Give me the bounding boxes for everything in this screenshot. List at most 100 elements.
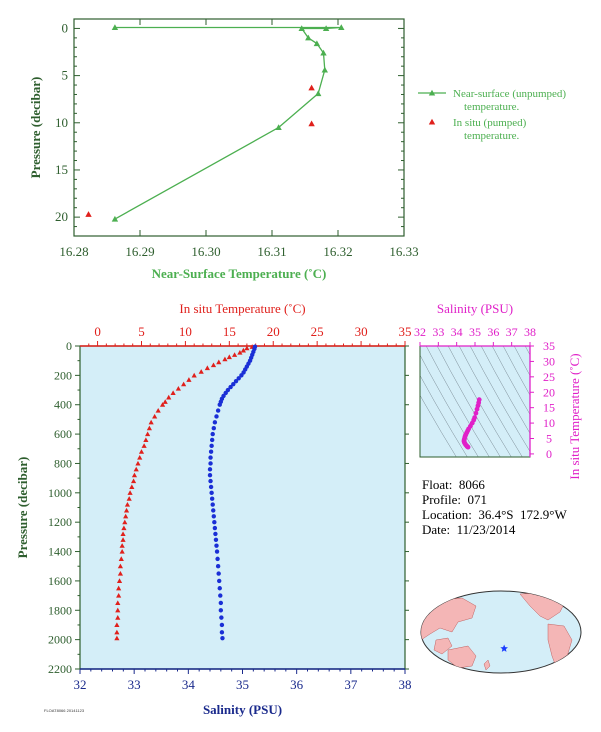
salinity-point [219,630,225,635]
near-surface-plot-frame [73,18,405,237]
temperature-point [166,394,172,400]
pressure-tick-label: 1400 [48,545,72,559]
density-contour [458,346,523,457]
ts-salinity-tick-label: 36 [487,325,499,339]
salinity-point [208,461,213,466]
temperature-point [141,443,147,448]
temperature-tick-label: 35 [399,324,412,339]
temperature-point [133,466,139,472]
unpumped-temperature-point [313,40,321,47]
temperature-point [115,600,121,606]
temperature-point [137,454,143,460]
salinity-point [214,543,219,548]
temperature-tick-label: 0 [94,324,101,339]
density-contour [425,346,490,457]
float-id: Float: 8066 [422,477,485,492]
y-tick-label: 0 [62,20,69,35]
ts-salinity-tick-label: 38 [524,325,536,339]
salinity-point [219,615,224,620]
temperature-point [237,350,243,355]
ts-point [473,410,479,416]
legend-pumped-label: In situ (pumped) [453,117,527,129]
unpumped-temperature-point [338,24,345,31]
temperature-tick-label: 30 [355,324,368,339]
legend-pumped-label-2: temperature. [464,130,520,142]
unpumped-temperature-point [320,49,327,56]
salinity-point [216,571,221,576]
salinity-tick-label: 34 [182,677,196,692]
temperature-point [123,507,130,513]
salinity-point [210,431,215,437]
pumped-temperature-point [308,84,315,91]
location-map [420,590,582,674]
salinity-point [218,608,224,613]
ts-temperature-axis-label: In situ Temperature (˚C) [567,353,582,479]
temperature-point [226,354,232,360]
x-tick-label: 16.31 [257,244,286,259]
temperature-point [155,408,161,413]
density-contour [502,346,530,396]
temperature-point [231,352,238,357]
temperature-point [117,570,124,576]
salinity-point [213,537,219,542]
land-new-zealand [483,659,491,671]
temperature-point [114,622,120,628]
near-surface-y-label: Pressure (decibar) [28,77,43,179]
y-tick-label: 15 [55,162,68,177]
profile-plot-frame [79,345,406,670]
temperature-point [118,556,124,561]
legend-unpumped-label: Near-surface (unpumped) [453,88,566,100]
temperature-point [186,377,192,382]
salinity-point [211,514,216,519]
temperature-point [138,449,145,454]
temperature-point [148,419,154,425]
near-surface-x-label: Near-Surface Temperature (˚C) [152,266,327,281]
temperature-point [152,413,158,419]
density-contour [420,375,468,457]
date: Date: 11/23/2014 [422,522,516,537]
temperature-point [115,615,121,620]
salinity-point [207,473,213,478]
ts-salinity-axis-label: Salinity (PSU) [437,301,513,316]
temperature-point [210,362,217,368]
temperature-point [175,385,181,391]
pressure-tick-label: 0 [66,339,72,353]
y-tick-label: 20 [55,209,68,224]
land-indonesia [433,637,453,655]
temperature-point [120,531,126,537]
density-contour [513,346,530,377]
salinity-point [215,564,221,569]
salinity-point [219,622,225,628]
temperature-point [162,399,168,404]
salinity-point [209,443,214,449]
density-contour [420,394,457,457]
temperature-point [116,592,122,598]
temperature-point [181,381,187,387]
salinity-point [208,478,213,484]
salinity-tick-label: 37 [344,677,358,692]
temperature-point [120,537,126,542]
salinity-point [236,376,241,381]
temperature-point [123,513,129,519]
temperature-point [117,563,124,569]
temperature-point [124,501,131,507]
ts-salinity-tick-label: 32 [414,325,426,339]
salinity-point [217,578,222,584]
temperature-point [170,390,176,396]
profile-chart: 0 5 10 15 20 25 30 35 In situ Temperature (˚C) 32… [15,301,412,717]
salinity-point [208,449,214,454]
salinity-point [211,426,216,431]
salinity-point [218,600,224,606]
pressure-axis-label: Pressure (decibar) [15,457,30,559]
temperature-point [222,356,228,362]
salinity-point [207,467,213,472]
salinity-tick-label: 36 [290,677,304,692]
x-tick-label: 16.33 [389,244,418,259]
temperature-point [146,425,152,431]
unpumped-temperature-point [305,34,312,41]
legend-unpumped-label-2: temperature. [464,101,520,113]
density-contour [436,346,501,457]
temperature-point [244,345,250,351]
pressure-tick-label: 200 [54,368,72,382]
pressure-tick-label: 400 [54,398,72,412]
